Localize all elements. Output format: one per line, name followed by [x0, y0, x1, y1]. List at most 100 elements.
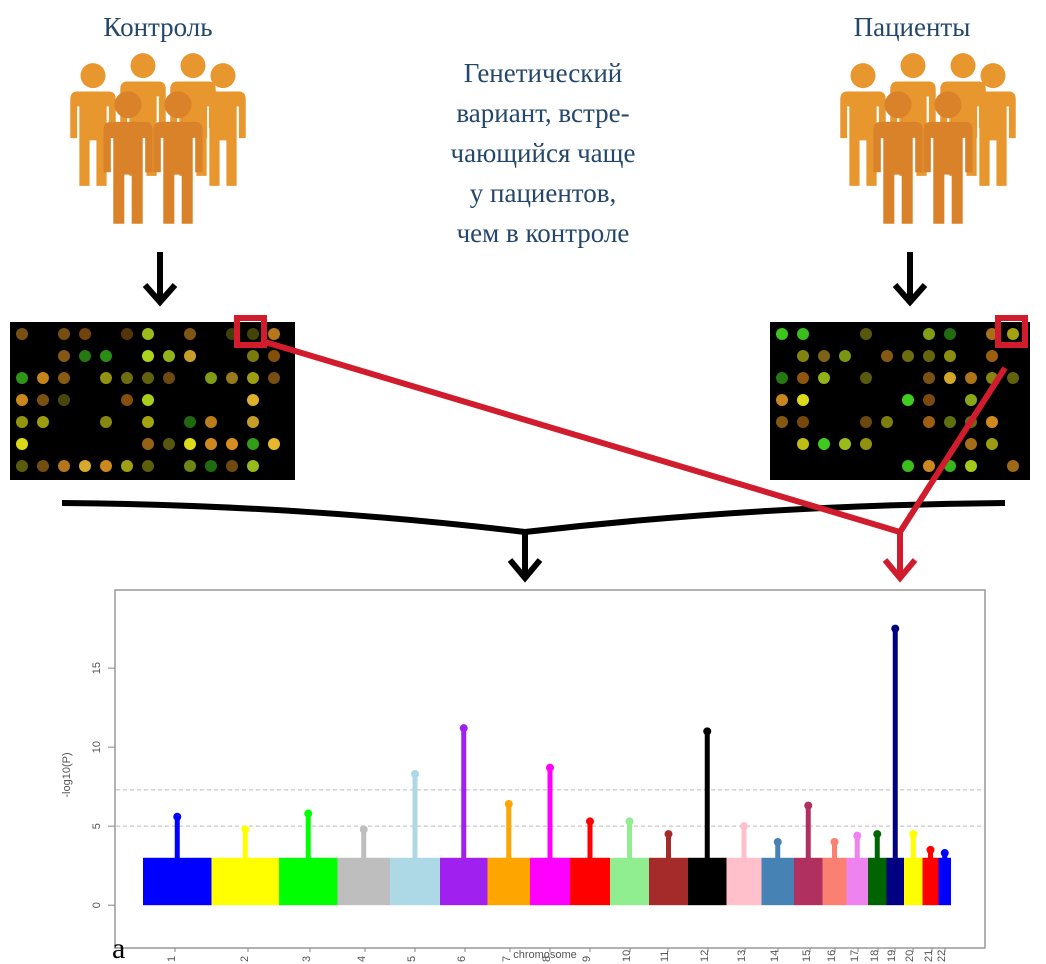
snp-mass [530, 858, 570, 905]
peak-snp [804, 802, 812, 810]
spot [965, 394, 977, 406]
x-tick-label: 21 [923, 950, 935, 962]
snp-mass [390, 858, 440, 905]
spot [923, 350, 935, 362]
spot [184, 416, 196, 428]
spot [58, 394, 70, 406]
snp-mass [823, 858, 847, 905]
spot [944, 350, 956, 362]
spot [818, 438, 830, 450]
spot [16, 372, 28, 384]
spot [16, 416, 28, 428]
spot [1007, 460, 1019, 472]
annotation-line: у пациентов, [470, 178, 616, 208]
spot [268, 328, 280, 340]
x-tick-label: 19 [886, 950, 898, 962]
spot [16, 460, 28, 472]
x-tick-label: 3 [301, 956, 313, 962]
spot [163, 438, 175, 450]
spot [986, 438, 998, 450]
x-tick-label: 17 [849, 950, 861, 962]
spot [16, 394, 28, 406]
snp-mass [923, 858, 939, 905]
spot [37, 460, 49, 472]
snp-mass [610, 858, 649, 905]
snp-mass [338, 858, 391, 905]
spot [860, 328, 872, 340]
annotation-line: Генетический [464, 58, 622, 88]
peak-snp [546, 764, 554, 772]
spot [79, 460, 91, 472]
snp-mass [762, 858, 795, 905]
spot [902, 460, 914, 472]
spot [902, 394, 914, 406]
y-tick-label: 15 [91, 662, 103, 674]
spot [923, 394, 935, 406]
spot [818, 350, 830, 362]
peak-snp [173, 813, 181, 821]
y-tick-label: 10 [91, 741, 103, 753]
x-tick-label: 18 [869, 950, 881, 962]
spot [944, 372, 956, 384]
spot [268, 372, 280, 384]
spot [184, 460, 196, 472]
x-tick-label: 6 [456, 956, 468, 962]
peak-snp [304, 810, 312, 818]
peak-snp [626, 817, 634, 825]
spot [184, 438, 196, 450]
spot [121, 328, 133, 340]
spot [923, 328, 935, 340]
y-tick-label: 0 [91, 902, 103, 908]
spot [226, 460, 238, 472]
peak-snp [873, 830, 881, 838]
spot [797, 394, 809, 406]
spot [142, 394, 154, 406]
snp-mass [279, 858, 338, 905]
x-tick-label: 1 [166, 956, 178, 962]
spot [860, 372, 872, 384]
spot [142, 416, 154, 428]
annotation-line: вариант, встре- [456, 98, 629, 128]
spot [184, 328, 196, 340]
snp-mass [727, 858, 762, 905]
peak-snp [411, 770, 419, 778]
annotation-line: чем в контроле [457, 218, 630, 248]
spot [184, 350, 196, 362]
snp-mass [143, 858, 212, 905]
spot [121, 372, 133, 384]
snp-mass [868, 858, 887, 905]
peak-snp [665, 830, 673, 838]
spot [37, 372, 49, 384]
spot [121, 394, 133, 406]
peak-snp [774, 838, 782, 846]
snp-mass [904, 858, 923, 905]
spot [247, 416, 259, 428]
spot [797, 328, 809, 340]
spot [1007, 328, 1019, 340]
x-tick-label: 4 [356, 956, 368, 962]
snp-mass [212, 858, 280, 905]
spot [1007, 372, 1019, 384]
spot [37, 416, 49, 428]
peak-snp [891, 625, 899, 633]
spot [205, 438, 217, 450]
x-tick-label: 14 [769, 950, 781, 962]
spot [944, 416, 956, 428]
spot [944, 328, 956, 340]
spot [142, 350, 154, 362]
group-label: Контроль [103, 12, 212, 42]
spot [902, 350, 914, 362]
snp-mass [649, 858, 688, 905]
spot [247, 460, 259, 472]
spot [986, 350, 998, 362]
spot [923, 416, 935, 428]
x-tick-label: 11 [659, 951, 671, 962]
spot [205, 372, 217, 384]
peak-snp [853, 832, 861, 840]
spot [797, 372, 809, 384]
spot [776, 372, 788, 384]
spot [881, 350, 893, 362]
spot [205, 460, 217, 472]
spot [923, 372, 935, 384]
annotation-line: чающийся чаще [451, 138, 636, 168]
